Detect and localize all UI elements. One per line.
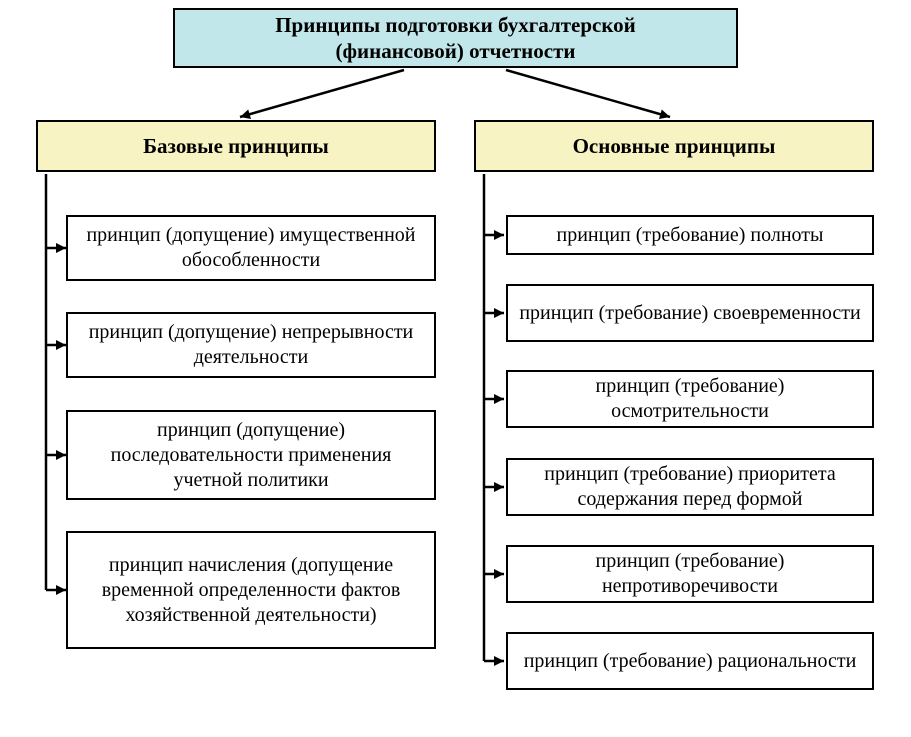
category-1-item-2-label: принцип (требование) осмотрительности [518,374,862,424]
category-1-item-1: принцип (требование) своевременности [506,284,874,342]
category-0-header-label: Базовые принципы [143,133,329,159]
category-1-item-0-label: принцип (требование) полноты [557,223,824,248]
category-0-header: Базовые принципы [36,120,436,172]
category-1-item-5-label: принцип (требование) рациональности [524,649,857,674]
category-1-item-4: принцип (требование) непротиворечивости [506,545,874,603]
category-0-item-0-label: принцип (допущение) имущественной обособ… [78,223,424,273]
title-line1: Принципы подготовки бухгалтерской [275,12,636,38]
category-1-header-label: Основные принципы [573,133,776,159]
category-0-item-0: принцип (допущение) имущественной обособ… [66,215,436,281]
category-1-item-5: принцип (требование) рациональности [506,632,874,690]
category-1-item-3-label: принцип (требование) приоритета содержан… [518,462,862,512]
category-1-item-4-label: принцип (требование) непротиворечивости [518,549,862,599]
category-0-item-2-label: принцип (допущение) последовательности п… [78,418,424,493]
category-0-item-1: принцип (допущение) непрерывности деятел… [66,312,436,378]
title-line2: (финансовой) отчетности [275,38,636,64]
category-0-item-3: принцип начисления (допущение временной … [66,531,436,649]
category-0-item-3-label: принцип начисления (допущение временной … [78,553,424,628]
category-1-item-2: принцип (требование) осмотрительности [506,370,874,428]
title-box: Принципы подготовки бухгалтерской(финанс… [173,8,738,68]
category-1-item-0: принцип (требование) полноты [506,215,874,255]
category-1-item-3: принцип (требование) приоритета содержан… [506,458,874,516]
category-1-header: Основные принципы [474,120,874,172]
category-1-item-1-label: принцип (требование) своевременности [519,301,860,326]
category-0-item-2: принцип (допущение) последовательности п… [66,410,436,500]
category-0-item-1-label: принцип (допущение) непрерывности деятел… [78,320,424,370]
